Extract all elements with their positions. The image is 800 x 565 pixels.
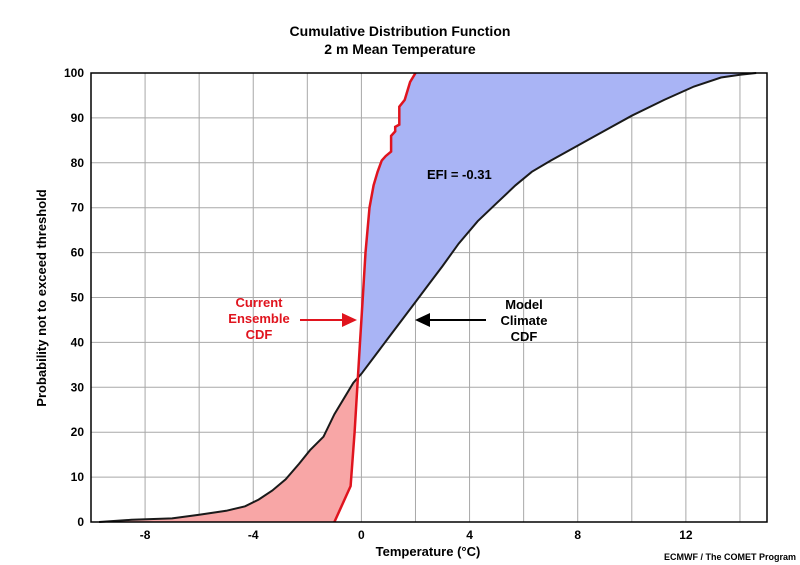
x-axis-label: Temperature (°C) [376,544,481,559]
credit-text: ECMWF / The COMET Program [664,552,796,562]
current-ensemble-label-line2: Ensemble [228,311,289,326]
current-ensemble-arrowhead [342,313,357,327]
shaded-area-warmer [357,73,757,378]
model-climate-label-line1: Model [505,297,543,312]
plot-frame [90,72,768,523]
y-tick-label: 100 [64,66,84,80]
y-axis-label: Probability not to exceed threshold [34,189,49,406]
model-climate-cdf-line [99,72,757,523]
current-ensemble-annotation: Current Ensemble CDF [228,295,357,342]
x-tick-label: 4 [466,528,473,542]
y-tick-label: 50 [71,291,85,305]
x-tick-label: -4 [248,528,259,542]
chart-title: Cumulative Distribution Function [290,23,511,39]
x-tick-label: -8 [140,528,151,542]
current-ensemble-label-line3: CDF [246,327,273,342]
x-tick-label: 8 [574,528,581,542]
model-climate-arrowhead [415,313,430,327]
model-climate-annotation: Model Climate CDF [415,297,547,344]
y-tick-label: 90 [71,111,85,125]
efi-label: EFI = -0.31 [427,167,492,182]
y-tick-label: 60 [71,246,85,260]
x-tick-label: 0 [358,528,365,542]
y-tick-label: 0 [77,515,84,529]
y-tick-label: 30 [71,380,85,394]
y-tick-label: 80 [71,156,85,170]
current-ensemble-cdf-line [333,72,417,523]
model-climate-label-line3: CDF [511,329,538,344]
current-ensemble-label-line1: Current [236,295,284,310]
chart-subtitle: 2 m Mean Temperature [324,41,476,57]
x-tick-label: 12 [679,528,693,542]
tick-labels: -8 -4 0 4 8 12 0 10 20 30 40 50 60 70 80 90 100 [64,66,693,542]
shaded-area-colder [99,377,359,522]
model-climate-label-line2: Climate [501,313,548,328]
y-tick-label: 20 [71,425,85,439]
y-tick-label: 70 [71,201,85,215]
y-tick-label: 40 [71,335,85,349]
y-tick-label: 10 [71,470,85,484]
